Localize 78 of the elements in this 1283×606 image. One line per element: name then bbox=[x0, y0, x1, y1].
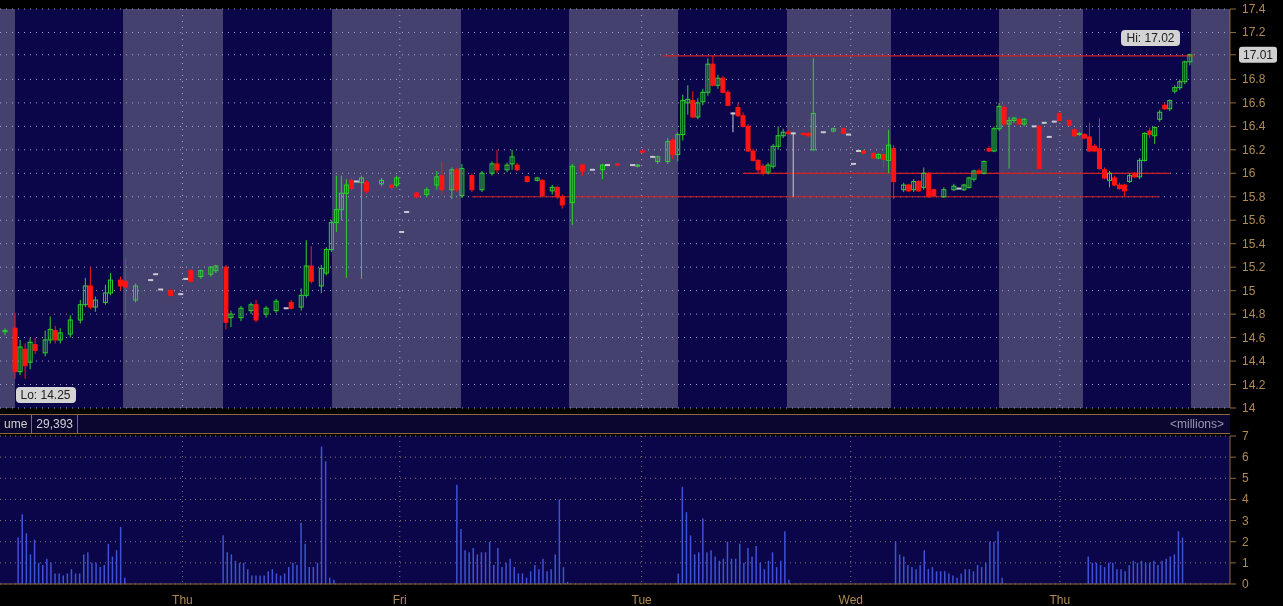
candlestick bbox=[343, 178, 349, 279]
annotation: Hi: 17.02 bbox=[1121, 29, 1180, 46]
candlestick bbox=[32, 337, 38, 355]
candlestick bbox=[690, 90, 696, 119]
y-tick-label: 16.8 bbox=[1242, 72, 1266, 87]
candlestick bbox=[439, 161, 445, 195]
x-tick-label: Wed bbox=[838, 593, 863, 606]
y-tick-label: 7 bbox=[1242, 429, 1249, 443]
candlestick bbox=[434, 170, 440, 191]
y-tick-label: 6 bbox=[1242, 450, 1249, 465]
y-tick-label: 14.4 bbox=[1242, 354, 1266, 369]
candlestick bbox=[926, 171, 932, 199]
candlestick bbox=[22, 342, 28, 380]
candlestick bbox=[358, 175, 364, 280]
y-tick-label: 16.4 bbox=[1242, 119, 1266, 134]
candlestick bbox=[670, 137, 676, 160]
y-tick-label: 17.4 bbox=[1242, 2, 1266, 16]
text: 29,393 bbox=[32, 415, 79, 433]
candlestick bbox=[729, 111, 737, 133]
candlestick bbox=[715, 74, 721, 90]
candlestick bbox=[569, 163, 575, 226]
x-tick-label: Tue bbox=[631, 593, 653, 606]
y-tick-label: 15.2 bbox=[1242, 260, 1266, 275]
candlestick bbox=[1001, 104, 1007, 127]
y-tick-label: 14.8 bbox=[1242, 307, 1266, 322]
y-tick-label: 15.8 bbox=[1242, 189, 1266, 204]
candlestick bbox=[454, 166, 460, 193]
candlestick bbox=[133, 283, 139, 303]
y-tick-label: 15.6 bbox=[1242, 213, 1266, 228]
candlestick bbox=[459, 163, 465, 199]
y-tick-label: 16 bbox=[1242, 166, 1256, 181]
candlestick bbox=[449, 166, 455, 200]
y-tick-label: 0 bbox=[1242, 577, 1249, 591]
y-tick-label: 14.2 bbox=[1242, 377, 1266, 392]
candlestick bbox=[87, 266, 93, 310]
y-tick-label: 16.2 bbox=[1242, 142, 1266, 157]
y-tick-label: 15.4 bbox=[1242, 236, 1266, 251]
x-tick-label: Fri bbox=[392, 593, 407, 606]
y-tick-label: 17.01 bbox=[1242, 47, 1274, 62]
candlestick bbox=[695, 97, 701, 120]
candlestick bbox=[951, 183, 957, 192]
y-tick-label: 16.6 bbox=[1242, 95, 1266, 110]
candlestick bbox=[469, 172, 475, 193]
candlestick bbox=[886, 129, 892, 174]
candlestick bbox=[2, 327, 8, 336]
candlestick bbox=[67, 314, 73, 339]
annotation: Lo: 14.25 bbox=[15, 386, 76, 403]
y-tick-label: 1 bbox=[1242, 555, 1249, 570]
candlestick bbox=[494, 149, 500, 174]
candlestick bbox=[489, 161, 495, 177]
candlestick bbox=[479, 170, 485, 193]
y-tick-label: 4 bbox=[1242, 492, 1249, 507]
candlestick bbox=[17, 339, 23, 376]
y-tick-label: 15 bbox=[1242, 283, 1256, 298]
candlestick bbox=[273, 298, 279, 314]
text: <millions> bbox=[1168, 417, 1225, 431]
candlestick bbox=[921, 166, 927, 191]
candlestick bbox=[810, 57, 816, 152]
y-tick-label: 5 bbox=[1242, 471, 1249, 486]
candlestick bbox=[253, 299, 259, 323]
y-tick-label: 14 bbox=[1242, 401, 1256, 415]
x-tick-label: Thu bbox=[172, 593, 193, 606]
candlestick bbox=[981, 159, 987, 175]
candlestick bbox=[248, 301, 254, 315]
candlestick bbox=[710, 55, 716, 87]
x-tick-label: Thu bbox=[1049, 593, 1071, 606]
candlestick bbox=[308, 245, 314, 285]
candlestick bbox=[27, 337, 33, 370]
y-tick-label: 3 bbox=[1242, 513, 1249, 528]
y-tick-label: 17.2 bbox=[1242, 25, 1266, 40]
text: ume bbox=[0, 415, 33, 433]
candlestick bbox=[665, 137, 671, 165]
candlestick bbox=[1096, 117, 1102, 171]
y-tick-label: 14.6 bbox=[1242, 330, 1266, 345]
candlestick bbox=[238, 305, 244, 322]
candlestick bbox=[228, 310, 234, 328]
candlestick bbox=[263, 305, 269, 319]
y-tick-label: 2 bbox=[1242, 534, 1249, 549]
